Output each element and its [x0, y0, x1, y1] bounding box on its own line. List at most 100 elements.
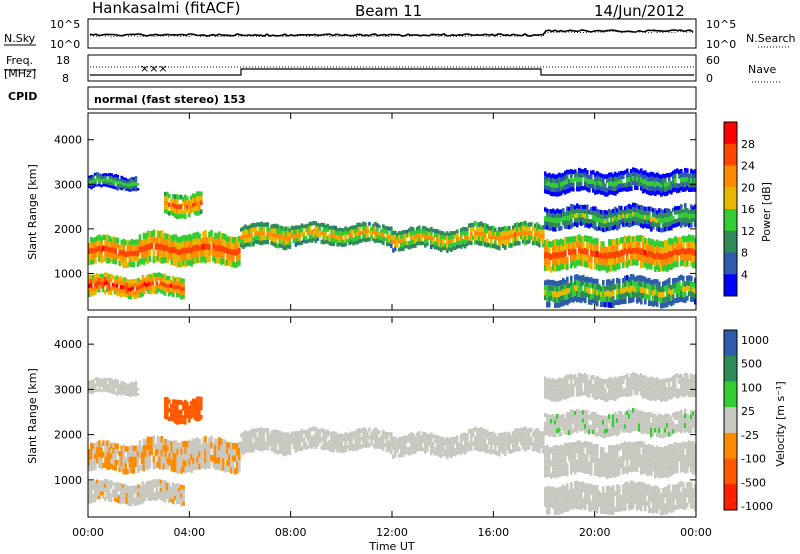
velocity-cell [586, 448, 589, 455]
power-cell [632, 207, 635, 212]
power-cell [384, 229, 387, 234]
power-cell [93, 291, 97, 296]
power-cell [326, 223, 330, 228]
power-cell [268, 227, 271, 232]
power-cell [280, 230, 284, 235]
power-cell [108, 178, 111, 182]
power-cell [648, 181, 651, 187]
velocity-cell [174, 459, 178, 466]
velocity-cell [133, 501, 137, 506]
power-cell [176, 204, 179, 210]
power-cell [372, 227, 375, 231]
velocity-cell [620, 500, 623, 506]
power-cell [110, 179, 113, 183]
velocity-cell [676, 443, 679, 450]
velocity-cell [490, 445, 493, 450]
velocity-cell [394, 453, 397, 458]
power-cell [119, 284, 123, 289]
power-cell [652, 284, 655, 291]
power-cell [544, 290, 547, 296]
velocity-cell [558, 464, 561, 472]
power-cell [572, 170, 575, 175]
power-cell [184, 254, 187, 261]
power-cell [218, 237, 221, 245]
velocity-cell [614, 445, 617, 452]
power-cell [642, 242, 645, 249]
power-cell [674, 277, 677, 283]
power-cell [658, 241, 661, 248]
power-cell [134, 244, 138, 251]
power-cell [572, 209, 575, 214]
velocity-cell [590, 462, 593, 470]
velocity-cell [125, 500, 129, 505]
power-cell [662, 281, 665, 287]
power-cell [596, 250, 599, 258]
power-cell [680, 169, 683, 174]
power-cell [194, 193, 197, 198]
power-cell [592, 244, 595, 251]
power-cell [137, 277, 141, 282]
velocity-cell [452, 440, 455, 445]
power-cell [330, 225, 333, 230]
velocity-cell [104, 446, 107, 452]
velocity-cell [526, 428, 529, 433]
velocity-cell [88, 454, 91, 461]
velocity-cell [570, 409, 573, 415]
velocity-cell [151, 487, 154, 493]
power-cell [494, 227, 497, 232]
power-cell [119, 288, 123, 294]
velocity-cell [686, 482, 689, 488]
velocity-cell [562, 457, 565, 464]
velocity-cell [340, 448, 343, 453]
velocity-cell [422, 439, 425, 444]
velocity-cell [338, 444, 341, 449]
power-cell [654, 284, 657, 290]
power-cell [600, 226, 603, 232]
velocity-cell [672, 450, 675, 457]
power-cell [668, 250, 671, 258]
power-cell [616, 294, 619, 300]
velocity-cell [156, 442, 160, 449]
velocity-cell [628, 465, 631, 472]
power-cell [552, 240, 555, 247]
power-cell [420, 229, 423, 234]
power-cell [690, 218, 693, 223]
velocity-cell [672, 468, 675, 475]
velocity-cell [364, 436, 367, 441]
power-cell [574, 213, 577, 218]
power-cell [668, 173, 671, 178]
power-cell [111, 286, 115, 291]
power-cell [156, 255, 160, 262]
power-cell [320, 231, 324, 236]
power-cell [658, 182, 661, 187]
power-cell [196, 196, 199, 202]
velocity-cell [328, 447, 332, 452]
velocity-cell [504, 451, 507, 456]
power-cell [534, 232, 537, 237]
velocity-cell [578, 426, 581, 431]
power-cell [202, 255, 205, 263]
power-cell [592, 219, 595, 224]
power-cell [674, 206, 677, 211]
power-cell [616, 177, 619, 182]
power-cell [478, 240, 481, 246]
power-cell [438, 238, 441, 243]
power-cell [119, 276, 123, 281]
power-cell [668, 299, 671, 305]
power-cell [524, 240, 527, 246]
power-cell [173, 289, 177, 294]
power-cell [546, 189, 549, 195]
power-cell [620, 256, 623, 263]
power-cell [238, 235, 241, 242]
power-cell [144, 238, 148, 245]
power-cell [664, 240, 667, 247]
velocity-cell [304, 445, 308, 450]
power-cell [200, 196, 203, 201]
velocity-cell [202, 455, 205, 463]
power-cell [604, 252, 607, 259]
velocity-cell [134, 461, 138, 468]
velocity-cell [152, 435, 156, 443]
power-colorbar-swatch [724, 143, 737, 166]
velocity-cell [566, 411, 569, 417]
power-cell [596, 226, 599, 231]
